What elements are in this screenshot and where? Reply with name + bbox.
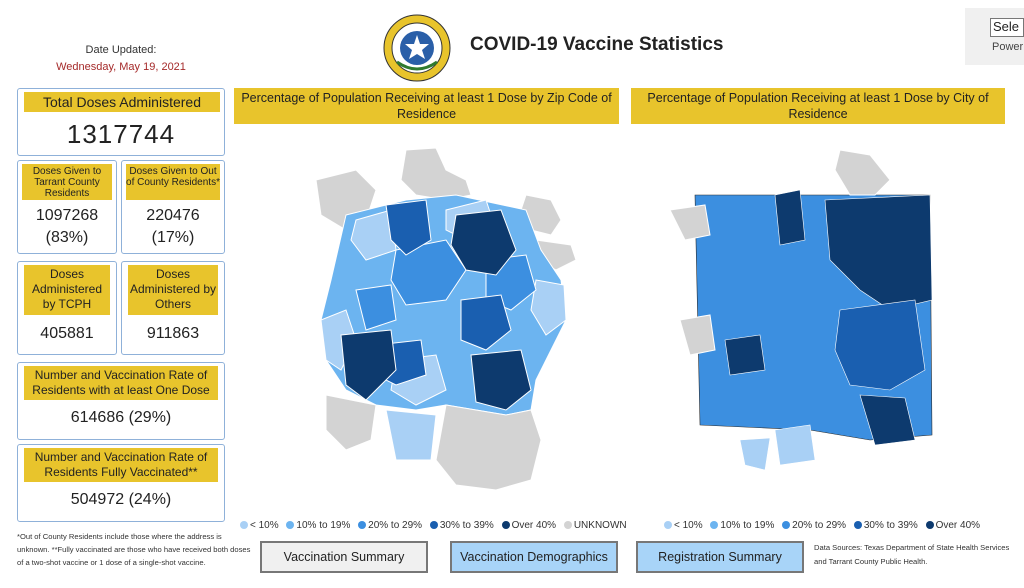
vaccination-demographics-button[interactable]: Vaccination Demographics <box>450 541 618 573</box>
legend-label: 10% to 19% <box>720 520 775 531</box>
out-of-county-card: Doses Given to Out of County Residents* … <box>121 160 225 254</box>
others-doses-value: 911863 <box>146 325 200 342</box>
registration-summary-button[interactable]: Registration Summary <box>636 541 804 573</box>
legend-dot <box>429 521 438 529</box>
legend-item: < 10% <box>664 520 703 531</box>
legend-label: Over 40% <box>511 520 557 531</box>
date-updated-value: Wednesday, May 19, 2021 <box>56 61 186 73</box>
legend-label: UNKNOWN <box>573 520 627 531</box>
tcph-doses-value: 405881 <box>40 325 94 342</box>
zip-map-legend: < 10% 10% to 19% 20% to 29% 30% to 39% O… <box>240 520 632 531</box>
total-doses-value: 1317744 <box>66 119 176 149</box>
legend-label: 10% to 19% <box>296 520 351 531</box>
legend-item: 20% to 29% <box>358 520 422 531</box>
fully-vaccinated-card: Number and Vaccination Rate of Residents… <box>17 444 225 522</box>
legend-dot <box>853 521 862 529</box>
legend-label: 20% to 29% <box>792 520 847 531</box>
date-updated-label: Date Updated: <box>85 44 157 56</box>
legend-dot <box>501 521 510 529</box>
slicer-select[interactable]: Sele <box>990 18 1024 37</box>
legend-item: 20% to 29% <box>782 520 846 531</box>
tarrant-residents-pct: (83%) <box>45 229 89 246</box>
legend-item: 10% to 19% <box>286 520 350 531</box>
others-doses-label: Doses Administered by Others <box>128 265 218 315</box>
one-dose-label: Number and Vaccination Rate of Residents… <box>24 366 218 400</box>
legend-label: Over 40% <box>935 520 981 531</box>
city-map-legend: < 10% 10% to 19% 20% to 29% 30% to 39% O… <box>664 520 985 531</box>
out-of-county-pct: (17%) <box>151 229 195 246</box>
legend-item: 30% to 39% <box>429 520 494 531</box>
legend-item: < 10% <box>240 520 279 531</box>
legend-dot <box>710 521 719 529</box>
fully-vaccinated-label: Number and Vaccination Rate of Residents… <box>24 448 218 482</box>
legend-label: < 10% <box>674 520 703 531</box>
legend-dot <box>782 521 791 529</box>
tarrant-residents-card: Doses Given to Tarrant County Residents … <box>17 160 117 254</box>
city-map-title: Percentage of Population Receiving at le… <box>631 88 1005 124</box>
total-doses-card: Total Doses Administered 1317744 <box>17 88 225 156</box>
page-title: COVID-19 Vaccine Statistics <box>470 34 724 55</box>
legend-item: Over 40% <box>501 520 557 531</box>
total-doses-label: Total Doses Administered <box>24 92 220 112</box>
city-map[interactable] <box>660 140 960 490</box>
one-dose-card: Number and Vaccination Rate of Residents… <box>17 362 225 440</box>
legend-item: Over 40% <box>925 520 981 531</box>
legend-dot <box>664 521 672 529</box>
legend-dot <box>563 521 572 529</box>
legend-item: 30% to 39% <box>853 520 918 531</box>
legend-dot <box>358 521 367 529</box>
tcph-doses-label: Doses Administered by TCPH <box>24 265 110 315</box>
legend-label: 30% to 39% <box>439 520 494 531</box>
legend-dot <box>240 521 248 529</box>
legend-label: < 10% <box>250 520 279 531</box>
out-of-county-label: Doses Given to Out of County Residents* <box>126 164 220 200</box>
county-seal-logo <box>383 14 451 82</box>
footnote: *Out of County Residents include those w… <box>17 532 251 567</box>
legend-dot <box>286 521 295 529</box>
legend-dot <box>925 521 934 529</box>
others-doses-card: Doses Administered by Others 911863 <box>121 261 225 355</box>
tarrant-residents-value: 1097268 <box>35 207 99 224</box>
slicer-caption: Power <box>992 41 1024 53</box>
zip-code-map[interactable] <box>296 140 586 500</box>
vaccination-summary-button[interactable]: Vaccination Summary <box>260 541 428 573</box>
out-of-county-value: 220476 <box>146 207 200 224</box>
tcph-doses-card: Doses Administered by TCPH 405881 <box>17 261 117 355</box>
fully-vaccinated-value: 504972 (24%) <box>70 491 172 508</box>
legend-label: 20% to 29% <box>368 520 423 531</box>
legend-item: UNKNOWN <box>563 520 627 531</box>
legend-item: 10% to 19% <box>710 520 774 531</box>
legend-label: 30% to 39% <box>863 520 918 531</box>
one-dose-value: 614686 (29%) <box>70 409 172 426</box>
tarrant-residents-label: Doses Given to Tarrant County Residents <box>22 164 112 200</box>
data-sources: Data Sources: Texas Department of State … <box>814 543 1010 566</box>
zip-map-title: Percentage of Population Receiving at le… <box>234 88 619 124</box>
